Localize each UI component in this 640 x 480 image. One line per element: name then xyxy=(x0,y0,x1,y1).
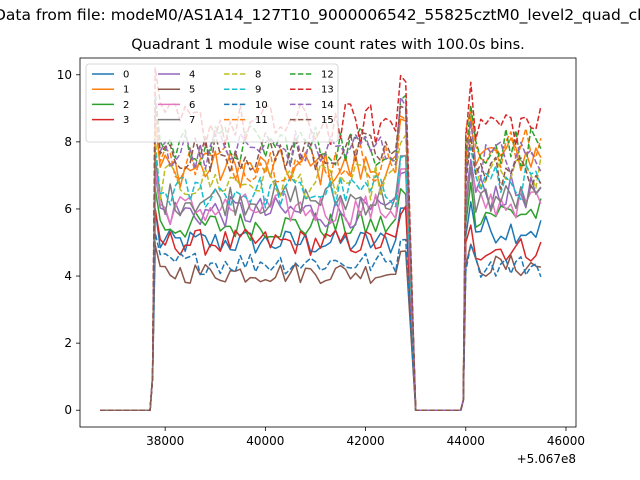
axes-frame xyxy=(79,57,577,428)
x-tick-label: 44000 xyxy=(447,434,485,448)
x-axis: 38000 40000 42000 44000 46000 xyxy=(146,427,585,448)
legend-label-8: 8 xyxy=(255,70,261,81)
x-tick-label: 40000 xyxy=(246,434,284,448)
legend-label-4: 4 xyxy=(189,70,195,81)
series-line-2 xyxy=(100,181,542,411)
legend-label-15: 15 xyxy=(321,115,334,126)
y-tick-label: 6 xyxy=(64,202,72,216)
y-tick-label: 4 xyxy=(64,269,72,283)
legend-label-1: 1 xyxy=(123,85,129,96)
series-line-10 xyxy=(100,232,542,411)
legend-box xyxy=(85,63,339,143)
legend-label-14: 14 xyxy=(321,100,334,111)
series-line-0 xyxy=(100,201,542,411)
series-line-15 xyxy=(100,99,542,411)
series-line-8 xyxy=(100,134,542,411)
chart-title: Quadrant 1 module wise count rates with … xyxy=(131,37,525,53)
y-tick-label: 8 xyxy=(64,135,72,149)
x-tick-label: 38000 xyxy=(146,434,184,448)
legend-label-6: 6 xyxy=(189,100,195,111)
legend-label-9: 9 xyxy=(255,85,261,96)
legend-label-2: 2 xyxy=(123,100,129,111)
series-line-14 xyxy=(100,95,542,411)
series-line-11 xyxy=(100,108,542,411)
series-line-5 xyxy=(100,243,542,411)
x-offset-label: +5.067e8 xyxy=(517,452,576,466)
legend-label-10: 10 xyxy=(255,100,268,111)
legend-label-5: 5 xyxy=(189,85,195,96)
legend-label-3: 3 xyxy=(123,115,129,126)
legend-label-13: 13 xyxy=(321,85,334,96)
legend-label-12: 12 xyxy=(321,70,334,81)
series-line-3 xyxy=(100,205,542,411)
series-line-6 xyxy=(100,167,542,411)
x-tick-label: 46000 xyxy=(547,434,585,448)
figure-suptitle: Data from file: modeM0/AS1A14_127T10_900… xyxy=(0,6,640,24)
legend-label-0: 0 xyxy=(123,70,129,81)
y-tick-label: 10 xyxy=(57,68,72,82)
x-tick-label: 42000 xyxy=(346,434,384,448)
y-tick-label: 2 xyxy=(64,336,72,350)
y-tick-label: 0 xyxy=(64,403,72,417)
legend-label-7: 7 xyxy=(189,115,195,126)
y-axis: 0 2 4 6 8 10 xyxy=(57,68,80,417)
legend-label-11: 11 xyxy=(255,115,268,126)
series-line-7 xyxy=(100,155,542,411)
